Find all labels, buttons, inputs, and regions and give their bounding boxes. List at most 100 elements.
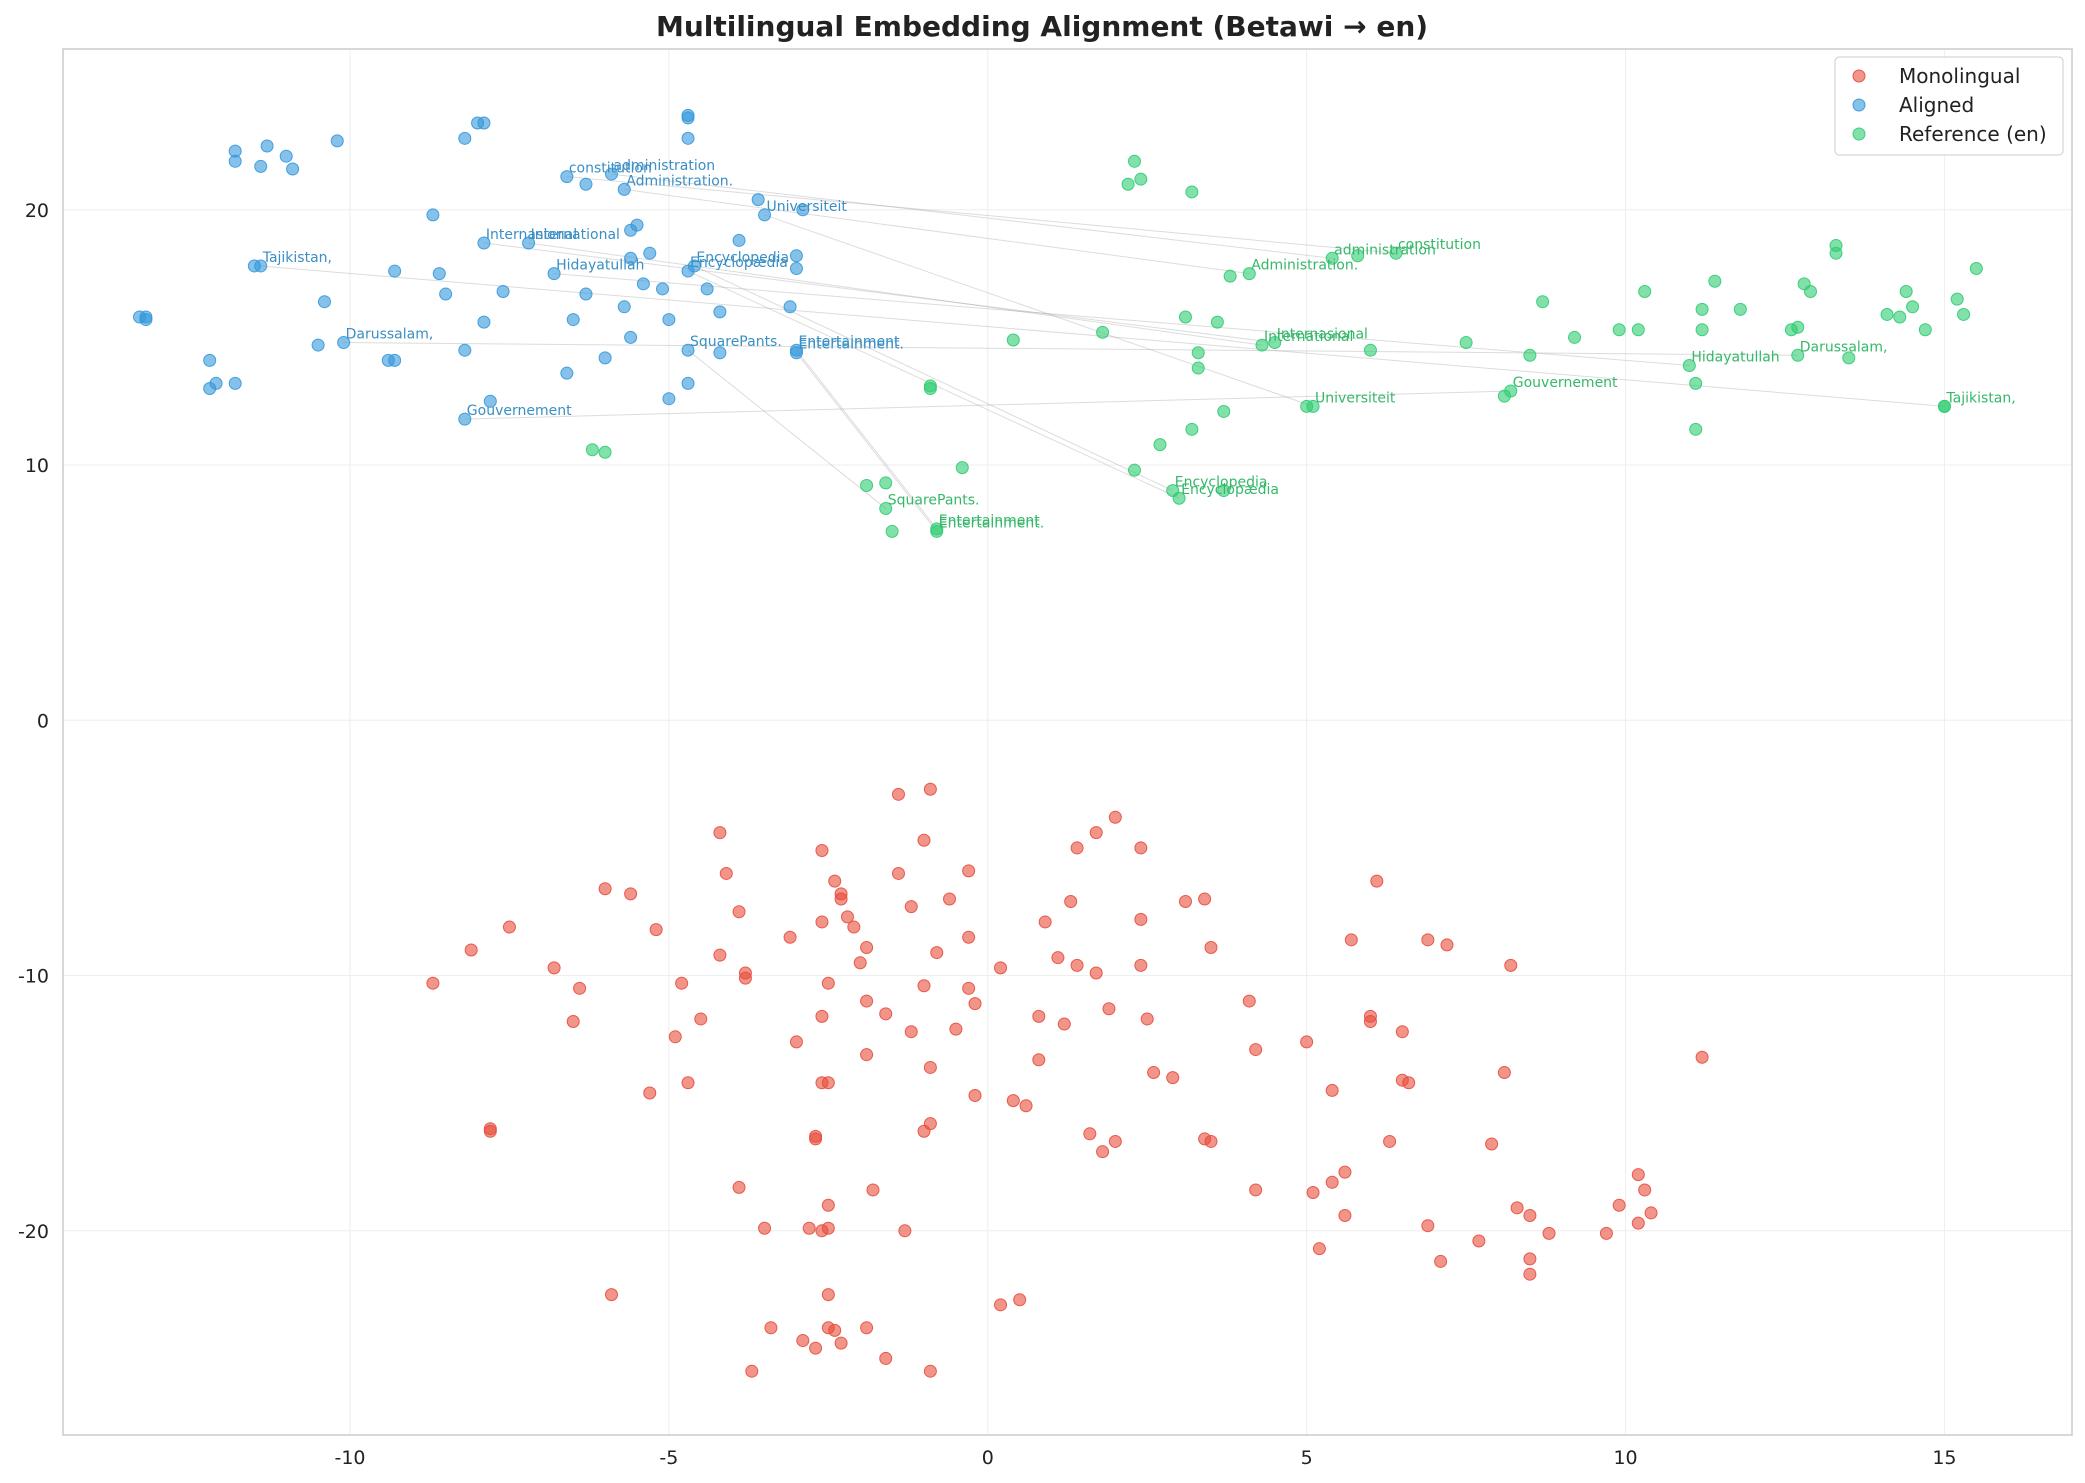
legend-label: Aligned bbox=[1899, 93, 1974, 117]
legend-label: Reference (en) bbox=[1899, 122, 2047, 146]
point-aligned bbox=[209, 376, 223, 390]
y-tick-label: 10 bbox=[25, 455, 49, 477]
point-reference bbox=[1682, 359, 1696, 373]
point-monolingual bbox=[809, 1129, 823, 1143]
point-monolingual bbox=[426, 976, 440, 990]
point-monolingual bbox=[1198, 892, 1212, 906]
point-monolingual bbox=[917, 833, 931, 847]
reference-word-label: constitution bbox=[1398, 237, 1481, 253]
reference-word-label: Tajikistan, bbox=[1945, 390, 2015, 406]
point-aligned bbox=[617, 300, 631, 314]
point-monolingual bbox=[1134, 958, 1148, 972]
point-monolingual bbox=[1523, 1252, 1537, 1266]
point-monolingual bbox=[1497, 1066, 1511, 1080]
point-monolingual bbox=[1644, 1206, 1658, 1220]
word-labels: constitutionconstitutionadministrationad… bbox=[262, 158, 2016, 531]
point-aligned bbox=[789, 249, 803, 263]
point-monolingual bbox=[962, 981, 976, 995]
aligned-word-label: administration bbox=[613, 158, 715, 174]
point-monolingual bbox=[802, 1221, 816, 1235]
point-reference bbox=[923, 381, 937, 395]
point-monolingual bbox=[1057, 1017, 1071, 1031]
aligned-word-label: Tajikistan, bbox=[262, 250, 332, 266]
point-reference bbox=[879, 476, 893, 490]
point-monolingual bbox=[821, 1221, 835, 1235]
point-reference bbox=[1969, 262, 1983, 276]
point-monolingual bbox=[923, 782, 937, 796]
point-monolingual bbox=[1006, 1094, 1020, 1108]
point-reference bbox=[1127, 463, 1141, 477]
point-monolingual bbox=[675, 976, 689, 990]
point-reference bbox=[1804, 284, 1818, 298]
point-reference bbox=[1185, 185, 1199, 199]
point-reference bbox=[1893, 310, 1907, 324]
point-aligned bbox=[713, 305, 727, 319]
plot-frame bbox=[62, 48, 2073, 1436]
point-monolingual bbox=[1070, 841, 1084, 855]
alignment-line bbox=[566, 176, 1397, 254]
point-reference bbox=[879, 501, 893, 515]
point-monolingual bbox=[860, 1048, 874, 1062]
point-monolingual bbox=[1631, 1216, 1645, 1230]
legend: Monolingual Aligned Reference (en) bbox=[1834, 56, 2064, 156]
point-monolingual bbox=[1038, 915, 1052, 929]
point-monolingual bbox=[834, 892, 848, 906]
point-monolingual bbox=[828, 874, 842, 888]
point-reference bbox=[1255, 338, 1269, 352]
point-monolingual bbox=[840, 910, 854, 924]
point-reference bbox=[1612, 323, 1626, 337]
point-aligned bbox=[458, 343, 472, 357]
aligned-word-label: Internasional bbox=[486, 227, 577, 243]
legend-marker bbox=[1852, 98, 1866, 112]
point-aligned bbox=[624, 251, 638, 265]
point-aligned bbox=[617, 182, 631, 196]
point-reference bbox=[1134, 172, 1148, 186]
point-aligned bbox=[426, 208, 440, 222]
point-monolingual bbox=[764, 1321, 778, 1335]
point-aligned bbox=[254, 159, 268, 173]
x-tick-label: 5 bbox=[1301, 1447, 1313, 1469]
point-aligned bbox=[643, 246, 657, 260]
point-reference bbox=[1325, 251, 1339, 265]
reference-word-label: Internasional bbox=[1277, 327, 1368, 343]
point-monolingual bbox=[815, 915, 829, 929]
point-monolingual bbox=[789, 1035, 803, 1049]
point-reference bbox=[1217, 484, 1231, 498]
y-tick-label: -10 bbox=[18, 966, 49, 988]
point-aligned bbox=[228, 376, 242, 390]
point-monolingual bbox=[1383, 1134, 1397, 1148]
point-monolingual bbox=[1032, 1053, 1046, 1067]
axis-ticks: -10 -5 0 5 10 15 -20 -10 0 10 20 bbox=[18, 200, 1957, 1469]
point-aligned bbox=[432, 267, 446, 281]
point-aligned bbox=[662, 392, 676, 406]
point-aligned bbox=[286, 162, 300, 176]
point-reference bbox=[1210, 315, 1224, 329]
point-monolingual bbox=[1325, 1175, 1339, 1189]
point-monolingual bbox=[624, 887, 638, 901]
point-monolingual bbox=[719, 866, 733, 880]
point-reference bbox=[1791, 348, 1805, 362]
point-monolingual bbox=[1089, 826, 1103, 840]
alignment-line bbox=[694, 265, 1173, 492]
point-monolingual bbox=[681, 1076, 695, 1090]
point-monolingual bbox=[713, 826, 727, 840]
point-reference bbox=[1121, 177, 1135, 191]
legend-box bbox=[1834, 56, 2064, 156]
point-reference bbox=[1899, 284, 1913, 298]
reference-word-label: Hidayatullah bbox=[1691, 350, 1779, 366]
point-monolingual bbox=[1249, 1043, 1263, 1057]
point-reference bbox=[1695, 323, 1709, 337]
point-aligned bbox=[458, 131, 472, 145]
point-aligned bbox=[624, 330, 638, 344]
point-reference bbox=[885, 524, 899, 538]
reference-word-label: International bbox=[1264, 329, 1353, 345]
reference-word-label: SquarePants. bbox=[888, 492, 980, 508]
point-aligned bbox=[247, 259, 261, 273]
point-reference bbox=[1217, 404, 1231, 418]
point-monolingual bbox=[879, 1007, 893, 1021]
point-monolingual bbox=[860, 1321, 874, 1335]
point-monolingual bbox=[1510, 1201, 1524, 1215]
point-reference bbox=[1880, 307, 1894, 321]
point-monolingual bbox=[1089, 966, 1103, 980]
point-monolingual bbox=[828, 1323, 842, 1337]
